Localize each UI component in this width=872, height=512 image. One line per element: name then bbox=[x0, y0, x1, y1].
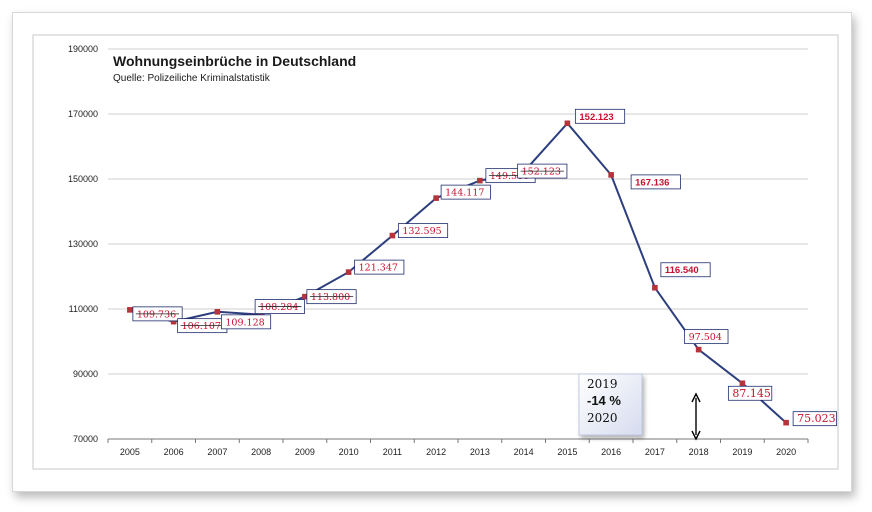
x-tick-label: 2011 bbox=[383, 447, 402, 457]
data-label-box bbox=[660, 262, 711, 278]
y-tick-label: 70000 bbox=[73, 434, 98, 444]
x-tick-label: 2010 bbox=[339, 447, 359, 457]
x-tick-label: 2017 bbox=[645, 447, 665, 457]
x-axis-ticks: 2005 2006 2007 2008 2009 2010 2011 2012 2013 2014… bbox=[107, 439, 809, 457]
x-tick-label: 2015 bbox=[557, 447, 577, 457]
data-label: 132.595 bbox=[397, 223, 449, 238]
data-label: 106.107 bbox=[177, 318, 228, 334]
data-label: 109.736 bbox=[132, 306, 183, 322]
y-tick-label: 190000 bbox=[68, 44, 98, 54]
data-label-text: 149.500 bbox=[490, 171, 529, 182]
data-point bbox=[170, 318, 177, 325]
x-tick-label: 2008 bbox=[251, 447, 271, 457]
data-label-box bbox=[684, 329, 729, 345]
data-point bbox=[477, 177, 483, 184]
data-point bbox=[564, 120, 571, 127]
data-label-text: 144.117 bbox=[445, 188, 484, 199]
data-point bbox=[652, 284, 658, 291]
data-point bbox=[739, 380, 746, 387]
data-label: 87.145 bbox=[727, 385, 773, 401]
data-label-box bbox=[792, 411, 837, 427]
data-label: 121.347 bbox=[354, 259, 405, 275]
data-label-text: 87.145 bbox=[732, 387, 771, 400]
data-label-box bbox=[440, 184, 491, 200]
x-tick-label: 2007 bbox=[207, 447, 227, 457]
chart-title: Wohnungseinbrüche in Deutschland bbox=[113, 53, 356, 69]
line-chart: 190000 170000 150000 130000 110000 90000 70000… bbox=[32, 34, 839, 470]
data-label-text: 152.123 bbox=[522, 167, 561, 178]
data-label-text: 106.107 bbox=[182, 321, 221, 332]
data-label: 167.136 bbox=[630, 174, 681, 190]
y-tick-label: 110000 bbox=[69, 304, 98, 314]
data-point bbox=[127, 307, 133, 313]
data-label: 113.800 bbox=[306, 289, 357, 305]
data-label-text: 152.123 bbox=[579, 112, 613, 123]
data-point bbox=[302, 293, 308, 300]
chart-subtitle: Quelle: Polizeiliche Kriminalstatistik bbox=[113, 73, 271, 84]
data-label: 152.123 bbox=[574, 108, 626, 124]
y-tick-label: 130000 bbox=[68, 239, 98, 249]
data-label-box bbox=[397, 223, 449, 238]
y-axis-ticks: 190000 170000 150000 130000 110000 90000 70000 bbox=[68, 44, 98, 444]
data-label-text: 132.595 bbox=[402, 226, 441, 237]
annotation-year-2019: 2019 bbox=[587, 377, 618, 391]
data-label-box bbox=[630, 174, 681, 190]
data-label-text: 121.347 bbox=[359, 263, 398, 274]
x-tick-label: 2018 bbox=[689, 447, 709, 457]
data-label-box bbox=[574, 108, 626, 124]
gridlines bbox=[108, 48, 808, 440]
data-label: 75.023 bbox=[792, 411, 837, 427]
x-tick-label: 2013 bbox=[470, 447, 490, 457]
x-tick-label: 2014 bbox=[514, 447, 534, 457]
y-tick-label: 150000 bbox=[68, 174, 98, 184]
data-label: 109.128 bbox=[220, 314, 272, 330]
data-label: 144.117 bbox=[440, 184, 491, 200]
data-label: 108.284 bbox=[254, 299, 305, 314]
x-tick-label: 2019 bbox=[732, 447, 752, 457]
data-point bbox=[389, 232, 396, 239]
x-tick-label: 2016 bbox=[601, 447, 621, 457]
data-point bbox=[345, 269, 352, 275]
y-tick-label: 170000 bbox=[68, 109, 98, 119]
double-arrow bbox=[691, 392, 701, 441]
plot-frame bbox=[32, 34, 839, 470]
data-label-text: 109.736 bbox=[137, 309, 176, 320]
y-tick-label: 90000 bbox=[73, 369, 98, 379]
x-tick-label: 2005 bbox=[120, 447, 140, 457]
data-label-text: 75.023 bbox=[797, 412, 836, 425]
data-labels: 109.736 106.107 109.128 108.284 113.800 121.3… bbox=[132, 108, 837, 427]
x-tick-label: 2012 bbox=[426, 447, 446, 457]
data-point bbox=[214, 309, 221, 315]
annotation-year-2020: 2020 bbox=[587, 411, 618, 425]
data-point bbox=[783, 419, 789, 426]
data-label-box bbox=[220, 314, 272, 330]
data-label-box bbox=[354, 259, 405, 275]
annotation-change: -14 % bbox=[587, 393, 621, 408]
data-label-box bbox=[727, 385, 773, 401]
x-tick-label: 2006 bbox=[164, 447, 184, 457]
data-label-text: 113.800 bbox=[311, 292, 350, 303]
x-tick-label: 2009 bbox=[295, 447, 315, 457]
data-label-text: 109.128 bbox=[225, 317, 264, 328]
data-label-text: 108.284 bbox=[259, 302, 298, 313]
annotation-box: 2019 -14 % 2020 bbox=[578, 373, 643, 436]
data-point bbox=[608, 172, 614, 178]
data-label-text: 167.136 bbox=[635, 177, 669, 188]
data-label: 116.540 bbox=[660, 262, 711, 278]
data-point bbox=[433, 195, 439, 201]
chart-frame: 190000 170000 150000 130000 110000 90000 70000… bbox=[12, 12, 852, 492]
data-label: 152.123 bbox=[517, 163, 568, 179]
data-label-text: 97.504 bbox=[689, 332, 722, 343]
data-label: 97.504 bbox=[684, 329, 729, 345]
data-point bbox=[695, 346, 702, 353]
x-tick-label: 2020 bbox=[776, 447, 796, 457]
data-label-text: 116.540 bbox=[665, 265, 699, 276]
